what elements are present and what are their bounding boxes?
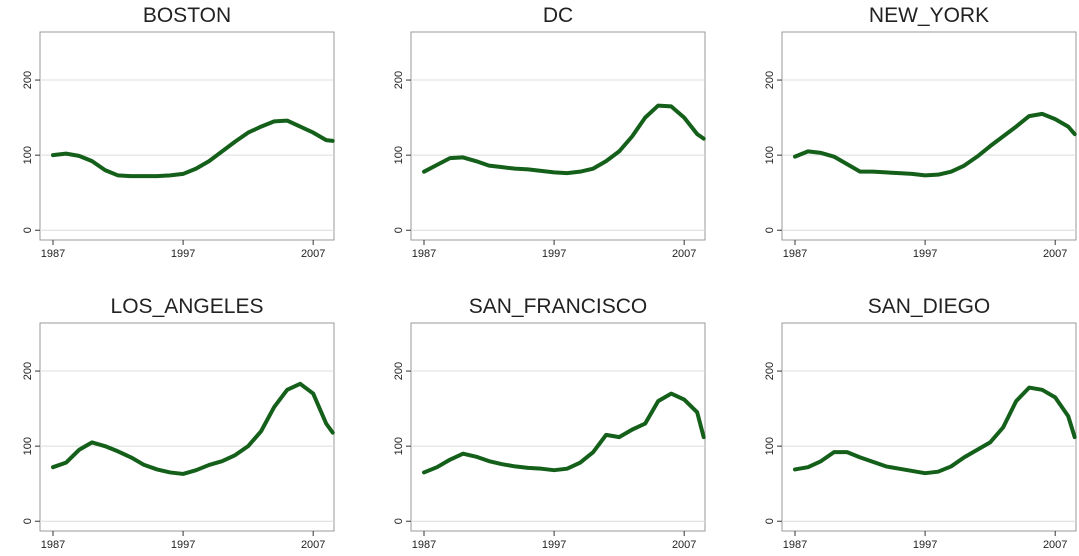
x-tick-label: 1987	[783, 248, 807, 260]
y-tick-label: 100	[764, 146, 776, 164]
x-tick-label: 1997	[171, 539, 195, 551]
y-tick-label: 0	[764, 227, 776, 233]
panel-title: NEW_YORK	[869, 4, 989, 27]
x-tick-label: 1997	[542, 539, 566, 551]
series-line	[793, 111, 1077, 178]
x-tick-label: 1987	[412, 248, 436, 260]
x-tick-label: 2007	[301, 248, 325, 260]
y-tick-label: 200	[22, 71, 34, 89]
x-tick-label: 1987	[41, 248, 65, 260]
y-tick-label: 0	[22, 518, 34, 524]
plot-frame	[410, 31, 706, 241]
series-line	[422, 103, 706, 176]
panel-title: LOS_ANGELES	[111, 295, 264, 318]
x-tick-label: 1987	[783, 539, 807, 551]
x-tick-label: 1997	[913, 248, 937, 260]
panel-title: BOSTON	[143, 4, 231, 27]
panel-title: SAN_DIEGO	[868, 295, 991, 318]
x-tick-label: 1997	[913, 539, 937, 551]
y-tick-label: 100	[393, 146, 405, 164]
y-tick-label: 200	[393, 71, 405, 89]
panel-title: DC	[543, 4, 573, 27]
y-tick-label: 100	[22, 146, 34, 164]
y-tick-label: 0	[393, 227, 405, 233]
series-line	[793, 385, 1077, 476]
x-tick-label: 2007	[301, 539, 325, 551]
series-line	[422, 391, 706, 475]
x-tick-label: 1997	[542, 248, 566, 260]
x-tick-label: 1997	[171, 248, 195, 260]
x-tick-label: 2007	[672, 539, 696, 551]
y-tick-label: 200	[393, 362, 405, 380]
series-line	[51, 381, 335, 476]
y-tick-label: 200	[764, 71, 776, 89]
y-tick-label: 200	[764, 362, 776, 380]
plot-frame	[410, 322, 706, 532]
x-tick-label: 1987	[41, 539, 65, 551]
y-tick-label: 100	[393, 437, 405, 455]
series-line	[51, 118, 335, 179]
y-tick-label: 100	[22, 437, 34, 455]
plot-frame	[781, 322, 1077, 532]
plot-frame	[781, 31, 1077, 241]
y-tick-label: 0	[393, 518, 405, 524]
x-tick-label: 2007	[1043, 248, 1067, 260]
panel-title: SAN_FRANCISCO	[469, 295, 648, 318]
x-tick-label: 2007	[672, 248, 696, 260]
y-tick-label: 0	[22, 227, 34, 233]
x-tick-label: 2007	[1043, 539, 1067, 551]
plot-frame	[39, 31, 335, 241]
x-tick-label: 1987	[412, 539, 436, 551]
plot-frame	[39, 322, 335, 532]
y-tick-label: 100	[764, 437, 776, 455]
y-tick-label: 200	[22, 362, 34, 380]
y-tick-label: 0	[764, 518, 776, 524]
